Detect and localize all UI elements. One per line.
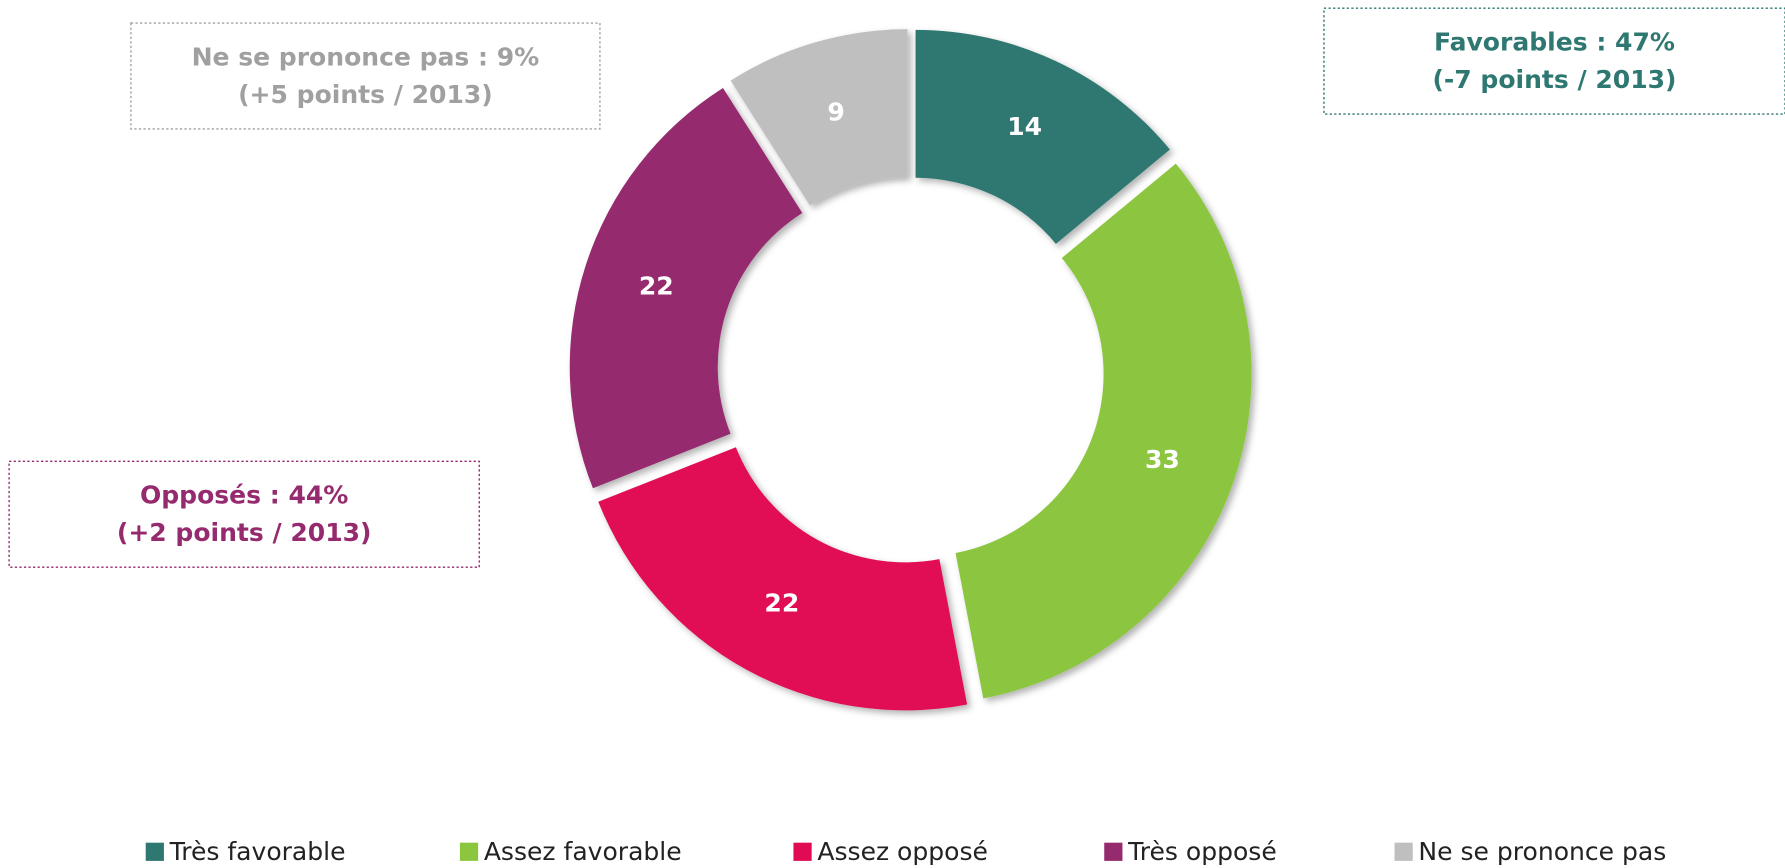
annotation-text: (+2 points / 2013) xyxy=(117,518,372,547)
annotation-text: (+5 points / 2013) xyxy=(238,80,493,109)
legend-swatch xyxy=(1104,842,1123,861)
data-label: 9 xyxy=(827,97,844,126)
data-label: 22 xyxy=(764,589,799,618)
donut-slice xyxy=(730,29,908,206)
data-label: 33 xyxy=(1145,445,1180,474)
legend-swatch xyxy=(459,842,479,861)
annotation-text: (-7 points / 2013) xyxy=(1432,65,1676,94)
legend-swatch xyxy=(793,842,812,861)
annotation-box xyxy=(1323,7,1785,115)
annotation-box xyxy=(130,22,601,130)
annotation-text: Ne se prononce pas : 9% xyxy=(192,42,540,71)
annotation-box xyxy=(8,460,480,568)
legend-label: Assez opposé xyxy=(817,837,988,866)
donut-slice xyxy=(569,87,803,489)
legend-label: Ne se prononce pas xyxy=(1418,837,1666,866)
donut-slice xyxy=(598,447,968,711)
legend-swatch xyxy=(1394,842,1413,861)
data-label: 22 xyxy=(639,272,674,301)
legend-label: Très favorable xyxy=(169,837,346,866)
legend-label: Assez favorable xyxy=(484,837,682,866)
donut-slice xyxy=(955,163,1252,699)
legend-swatch xyxy=(145,842,164,861)
annotation-text: Opposés : 44% xyxy=(140,481,348,510)
donut-slice xyxy=(915,29,1170,244)
legend-label: Très opposé xyxy=(1127,837,1277,866)
data-label: 14 xyxy=(1007,112,1042,141)
annotation-text: Favorables : 47% xyxy=(1434,28,1675,57)
